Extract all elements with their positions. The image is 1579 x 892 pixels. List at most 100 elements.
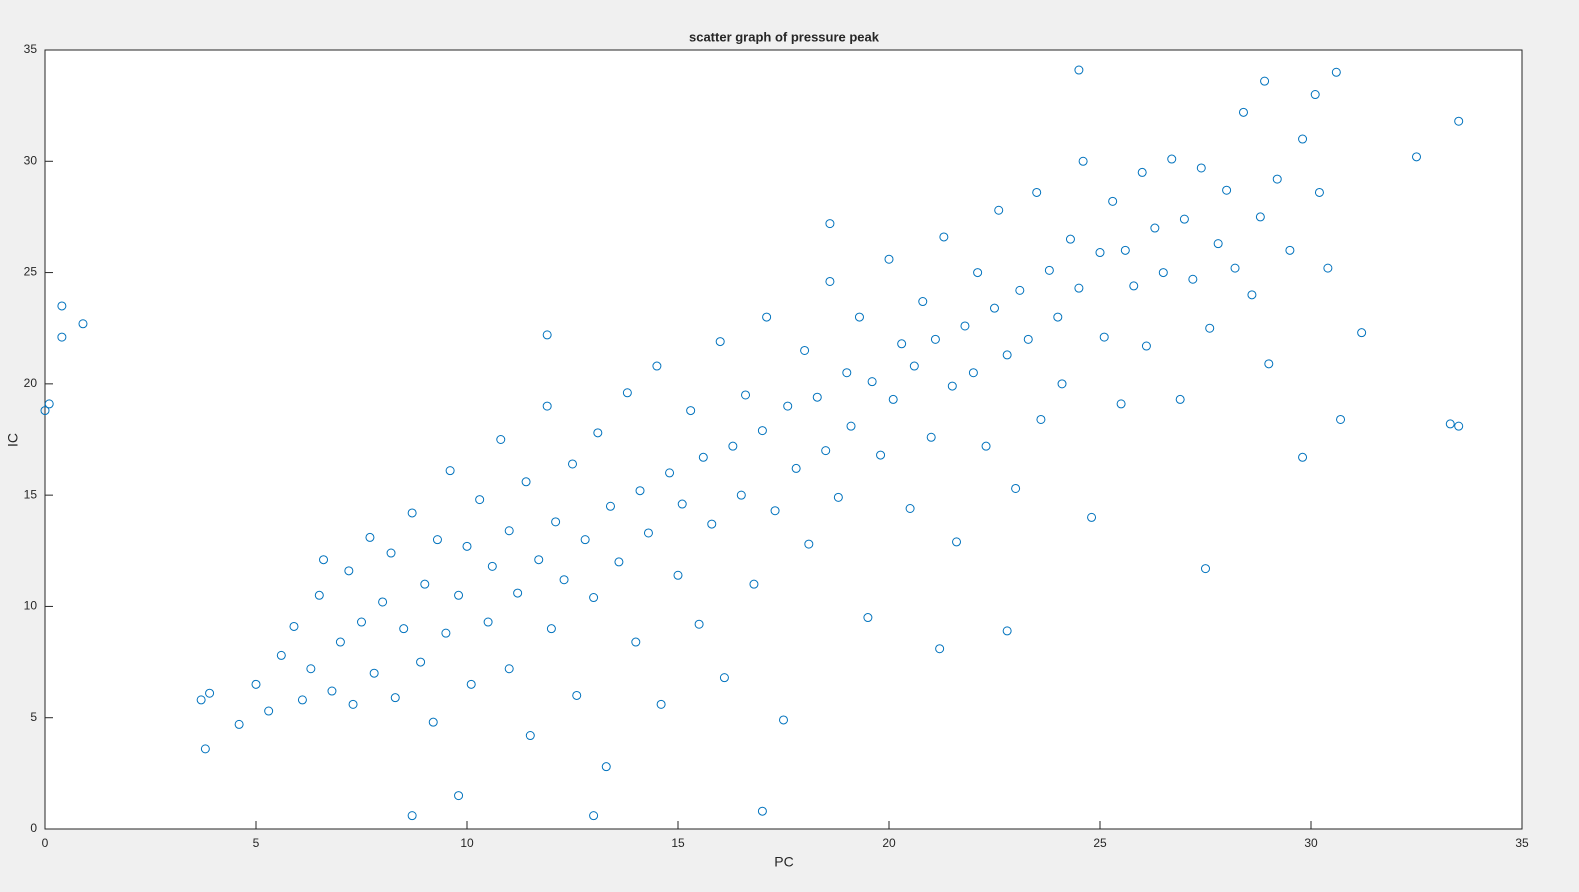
- point: [1196, 163, 1206, 173]
- point: [205, 688, 215, 698]
- point: [44, 399, 54, 409]
- point: [960, 321, 970, 331]
- point: [276, 650, 286, 660]
- y-tick-label: 10: [24, 599, 38, 613]
- point: [1454, 116, 1464, 126]
- point: [390, 693, 400, 703]
- point: [825, 276, 835, 286]
- point: [369, 668, 379, 678]
- point: [504, 526, 514, 536]
- point: [939, 232, 949, 242]
- y-tick-label: 35: [24, 42, 38, 56]
- point: [1015, 285, 1025, 295]
- point: [707, 519, 717, 529]
- point: [1167, 154, 1177, 164]
- point: [821, 446, 831, 456]
- point: [1298, 452, 1308, 462]
- point: [78, 319, 88, 329]
- x-tick-label: 25: [1093, 836, 1107, 850]
- point: [525, 731, 535, 741]
- point: [1032, 187, 1042, 197]
- point: [1137, 167, 1147, 177]
- point: [348, 699, 358, 709]
- point: [1116, 399, 1126, 409]
- point: [622, 388, 632, 398]
- point: [319, 555, 329, 565]
- point: [918, 297, 928, 307]
- point: [1129, 281, 1139, 291]
- point: [234, 719, 244, 729]
- point: [1205, 323, 1215, 333]
- point: [416, 657, 426, 667]
- point: [973, 268, 983, 278]
- point: [589, 593, 599, 603]
- point: [513, 588, 523, 598]
- point: [1298, 134, 1308, 144]
- x-tick-label: 30: [1304, 836, 1318, 850]
- point: [1095, 248, 1105, 258]
- point: [888, 394, 898, 404]
- y-tick-label: 0: [30, 821, 37, 835]
- point: [1188, 274, 1198, 284]
- point: [1222, 185, 1232, 195]
- point: [1412, 152, 1421, 162]
- point: [1057, 379, 1067, 389]
- x-tick-label: 15: [671, 836, 685, 850]
- point: [1247, 290, 1257, 300]
- point: [1272, 174, 1282, 184]
- point: [1074, 283, 1084, 293]
- point: [677, 499, 687, 509]
- point: [656, 699, 666, 709]
- point: [306, 664, 316, 674]
- point: [1260, 76, 1270, 86]
- point: [884, 254, 894, 264]
- point: [504, 664, 514, 674]
- point: [1108, 196, 1118, 206]
- point: [432, 535, 442, 545]
- point: [289, 621, 299, 631]
- point: [770, 506, 780, 516]
- point: [686, 406, 696, 416]
- point: [905, 503, 915, 513]
- point: [1331, 67, 1341, 77]
- point: [1078, 156, 1088, 166]
- point: [833, 492, 843, 502]
- point: [407, 811, 417, 821]
- point: [1445, 419, 1455, 429]
- point: [643, 528, 653, 538]
- point: [1120, 245, 1130, 255]
- point: [791, 463, 801, 473]
- point: [825, 219, 835, 229]
- point: [876, 450, 886, 460]
- point: [757, 806, 767, 816]
- point: [314, 590, 324, 600]
- point: [930, 334, 940, 344]
- x-tick-label: 0: [42, 836, 49, 850]
- point: [344, 566, 354, 576]
- point: [568, 459, 577, 469]
- x-tick-label: 10: [460, 836, 474, 850]
- point: [445, 466, 455, 476]
- point: [57, 332, 67, 342]
- point: [673, 570, 683, 580]
- y-tick-label: 30: [24, 153, 38, 167]
- point: [1065, 234, 1075, 244]
- point: [483, 617, 493, 627]
- point: [1357, 328, 1367, 338]
- point: [867, 377, 877, 387]
- point: [926, 432, 936, 442]
- y-tick-label: 15: [24, 487, 38, 501]
- point: [496, 435, 506, 444]
- x-axis-label: PC: [774, 854, 793, 870]
- x-tick-label: 5: [253, 836, 260, 850]
- y-tick-label: 25: [24, 265, 38, 279]
- point: [542, 401, 552, 411]
- point: [487, 561, 497, 571]
- point: [812, 392, 822, 402]
- point: [196, 695, 206, 705]
- point: [854, 312, 864, 322]
- point: [1213, 239, 1223, 249]
- point: [652, 361, 662, 371]
- point: [762, 312, 772, 322]
